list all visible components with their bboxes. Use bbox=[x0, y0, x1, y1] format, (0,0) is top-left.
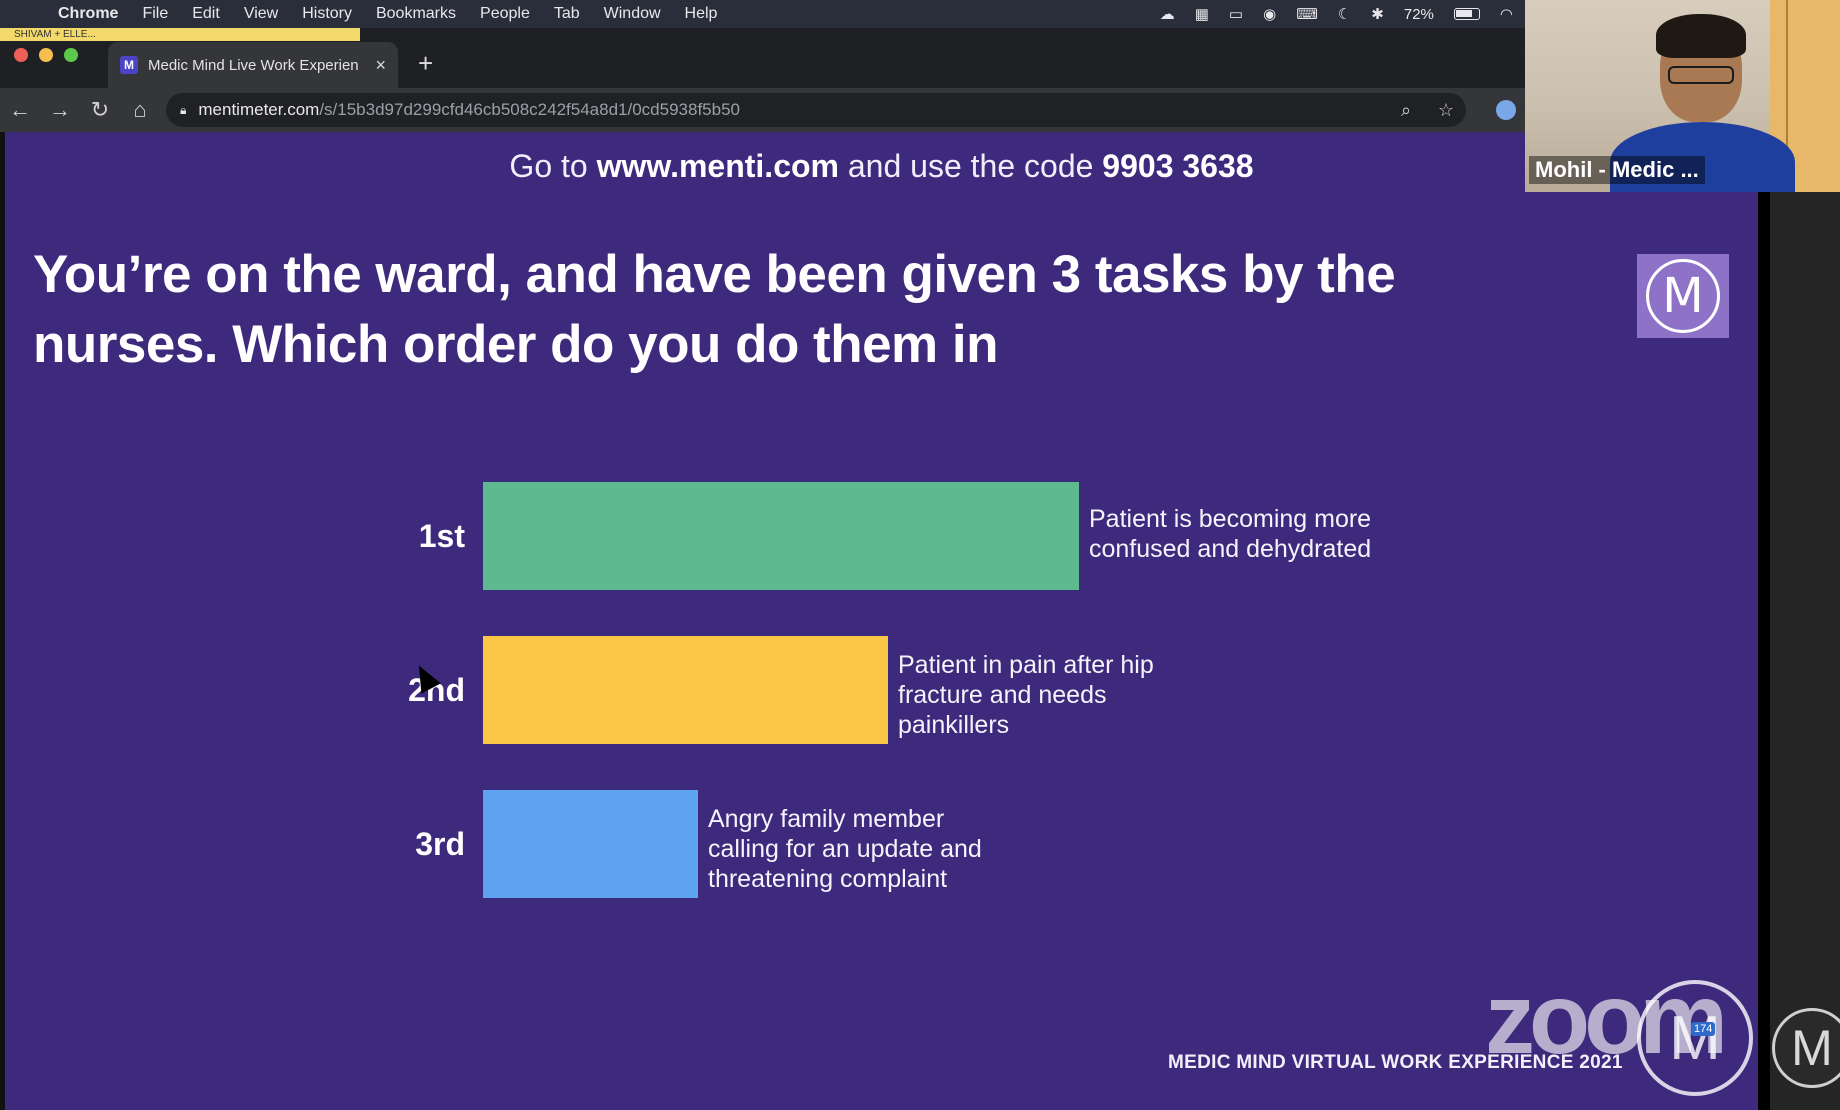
mentimeter-favicon-icon: M bbox=[120, 56, 138, 74]
minimize-window-button[interactable] bbox=[39, 48, 53, 62]
menu-app-chrome[interactable]: Chrome bbox=[58, 5, 119, 22]
menu-window[interactable]: Window bbox=[603, 5, 661, 22]
rank-bar-1 bbox=[483, 482, 1079, 590]
menti-website: www.menti.com bbox=[596, 148, 839, 184]
rank-bar-2 bbox=[483, 636, 888, 744]
rank-label-2: 2nd bbox=[408, 672, 465, 708]
window-border bbox=[1758, 192, 1770, 1110]
menu-help[interactable]: Help bbox=[684, 5, 718, 22]
address-bar[interactable]: 🔒︎ mentimeter.com/s/15b3d97d299cfd46cb50… bbox=[166, 93, 1466, 127]
participant-glasses bbox=[1668, 66, 1734, 84]
url-text[interactable]: mentimeter.com/s/15b3d97d299cfd46cb508c2… bbox=[198, 100, 1386, 120]
lock-icon[interactable]: 🔒︎ bbox=[180, 102, 187, 117]
ranking-bar-chart: 1st Patient is becoming more confused and… bbox=[5, 132, 1758, 1110]
tab-title: Medic Mind Live Work Experien bbox=[148, 56, 359, 74]
battery-percent: 72% bbox=[1403, 5, 1434, 23]
back-icon[interactable]: ← bbox=[9, 97, 31, 122]
participant-hair bbox=[1656, 14, 1746, 58]
layout-icon[interactable]: ▦ bbox=[1194, 6, 1209, 23]
participant-count-badge: 174 bbox=[1691, 1022, 1716, 1036]
presentation-slide: Go to www.menti.com and use the code 990… bbox=[5, 132, 1758, 1110]
close-window-button[interactable] bbox=[14, 48, 28, 62]
new-tab-icon[interactable]: + bbox=[418, 48, 434, 78]
rank-label-1: 1st bbox=[418, 518, 465, 554]
instruction-middle: and use the code bbox=[838, 148, 1103, 184]
menu-history[interactable]: History bbox=[302, 5, 352, 22]
rank-annotation-1: Patient is becoming more confused and de… bbox=[1089, 505, 1372, 563]
macos-menu-bar: Chrome File Edit View History Bookmarks … bbox=[0, 0, 1525, 28]
medic-mind-logo: M bbox=[1637, 254, 1729, 338]
star-icon[interactable]: ☆ bbox=[1437, 99, 1455, 120]
url-path: /s/15b3d97d299cfd46cb508c242f54a8d1/0cd5… bbox=[319, 100, 740, 119]
browser-tab-strip: SHIVAM + ELLE... M Medic Mind Live Work … bbox=[0, 28, 1525, 88]
participant-body bbox=[1610, 122, 1795, 192]
screen-share-label: SHIVAM + ELLE... bbox=[0, 28, 360, 41]
forward-icon[interactable]: → bbox=[49, 97, 71, 122]
play-icon[interactable]: ◉ bbox=[1263, 6, 1277, 23]
participant-name: Mohil - Medic ... bbox=[1529, 156, 1705, 184]
question-title: You’re on the ward, and have been given … bbox=[33, 245, 1396, 374]
menti-code: 9903 3638 bbox=[1102, 148, 1254, 184]
notification-icon[interactable]: ☁ bbox=[1159, 6, 1175, 23]
menu-file[interactable]: File bbox=[142, 5, 169, 22]
reload-icon[interactable]: ↻ bbox=[90, 97, 110, 122]
search-icon[interactable]: ⌕ bbox=[1400, 99, 1412, 120]
browser-toolbar: ← → ↻ ⌂ 🔒︎ mentimeter.com/s/15b3d97d299c… bbox=[0, 88, 1525, 132]
menu-edit[interactable]: Edit bbox=[192, 5, 220, 22]
menu-people[interactable]: People bbox=[480, 5, 530, 22]
window-controls bbox=[14, 48, 78, 62]
join-instruction: Go to www.menti.com and use the code 990… bbox=[5, 148, 1758, 185]
webcam-tile[interactable]: Mohil - Medic ... bbox=[1525, 0, 1840, 192]
wifi-icon[interactable]: ◠ bbox=[1499, 6, 1513, 23]
instruction-prefix: Go to bbox=[509, 148, 597, 184]
rank-bar-3 bbox=[483, 790, 698, 898]
rank-annotation-3: Angry family member calling for an updat… bbox=[708, 805, 982, 893]
logo-letter: M bbox=[1646, 259, 1720, 333]
medic-mind-watermark-logo: M bbox=[1637, 980, 1753, 1096]
rank-label-3: 3rd bbox=[415, 826, 465, 862]
zoom-side-panel bbox=[1770, 192, 1840, 1110]
battery-icon[interactable] bbox=[1453, 8, 1480, 20]
url-host: mentimeter.com bbox=[198, 100, 320, 119]
home-icon[interactable]: ⌂ bbox=[133, 97, 147, 122]
status-tray: ☁ ▦ ▭ ◉ ⌨ ☾ ✱ 72% ◠ bbox=[1159, 5, 1525, 24]
menu-view[interactable]: View bbox=[243, 5, 279, 22]
rank-annotation-2: Patient in pain after hip fracture and n… bbox=[898, 651, 1154, 739]
corner-app-logo: M bbox=[1772, 1008, 1840, 1088]
extension-icon[interactable] bbox=[1496, 100, 1516, 120]
moon-icon[interactable]: ☾ bbox=[1337, 6, 1352, 23]
menu-tab[interactable]: Tab bbox=[553, 5, 580, 22]
keyboard-icon[interactable]: ⌨ bbox=[1296, 6, 1318, 23]
footer-caption: MEDIC MIND VIRTUAL WORK EXPERIENCE 2021 bbox=[1168, 1052, 1623, 1073]
maximize-window-button[interactable] bbox=[64, 48, 78, 62]
bluetooth-icon[interactable]: ✱ bbox=[1371, 6, 1384, 23]
display-icon[interactable]: ▭ bbox=[1228, 6, 1244, 23]
close-tab-icon[interactable]: × bbox=[375, 54, 386, 75]
browser-tab-active[interactable]: M Medic Mind Live Work Experien × bbox=[108, 42, 398, 88]
menu-bookmarks[interactable]: Bookmarks bbox=[375, 5, 457, 22]
